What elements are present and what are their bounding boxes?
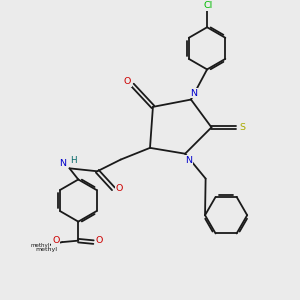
Text: H: H — [70, 156, 76, 165]
Text: N: N — [190, 88, 197, 98]
Text: N: N — [60, 159, 67, 168]
Text: O: O — [124, 77, 131, 86]
Text: O: O — [52, 236, 59, 245]
Text: O: O — [116, 184, 123, 193]
Text: O: O — [96, 236, 103, 245]
Text: methyl: methyl — [35, 247, 57, 252]
Text: S: S — [240, 123, 246, 132]
Text: N: N — [185, 156, 192, 165]
Text: Cl: Cl — [204, 2, 213, 10]
Text: methyl: methyl — [31, 242, 50, 247]
